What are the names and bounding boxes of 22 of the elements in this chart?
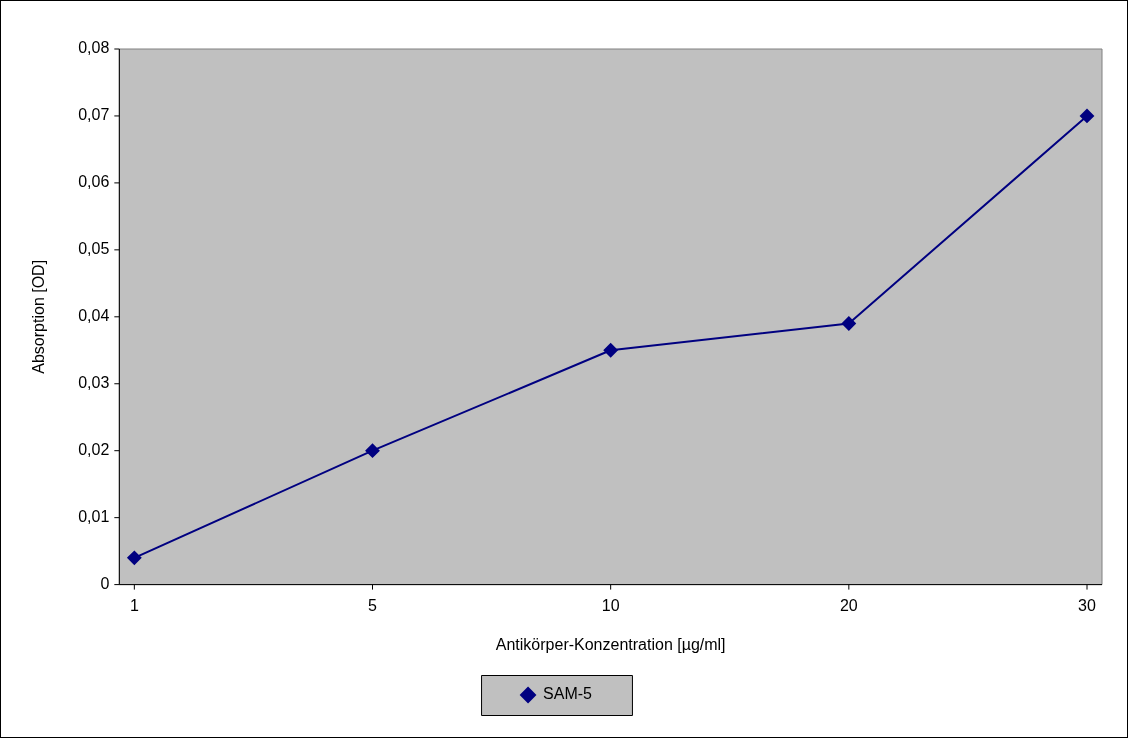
y-tick-label: 0,04 (78, 307, 110, 325)
y-tick-label: 0,02 (78, 441, 110, 459)
legend-label: SAM-5 (543, 685, 593, 703)
y-tick-label: 0,01 (78, 508, 110, 526)
x-tick-label: 20 (839, 596, 858, 614)
x-tick-label: 5 (368, 596, 378, 614)
x-tick-label: 10 (601, 596, 620, 614)
x-tick-label: 30 (1078, 596, 1096, 614)
point (127, 550, 142, 565)
point (365, 443, 380, 458)
y-tick-label: 0,08 (78, 39, 110, 57)
point (603, 343, 618, 358)
point (841, 316, 856, 331)
y-tick-label: 0,06 (78, 173, 110, 191)
y-tick-label: 0,03 (78, 374, 110, 392)
x-tick-label: 1 (129, 596, 139, 614)
y-tick-label: 0,07 (78, 106, 110, 124)
x-axis-title: Antikörper-Konzentration [µg/ml] (495, 635, 726, 653)
point (1080, 108, 1094, 123)
y-axis-title: Absorption [OD] (30, 259, 48, 374)
y-tick-label: 0 (100, 575, 110, 593)
y-tick-label: 0,05 (78, 240, 110, 258)
